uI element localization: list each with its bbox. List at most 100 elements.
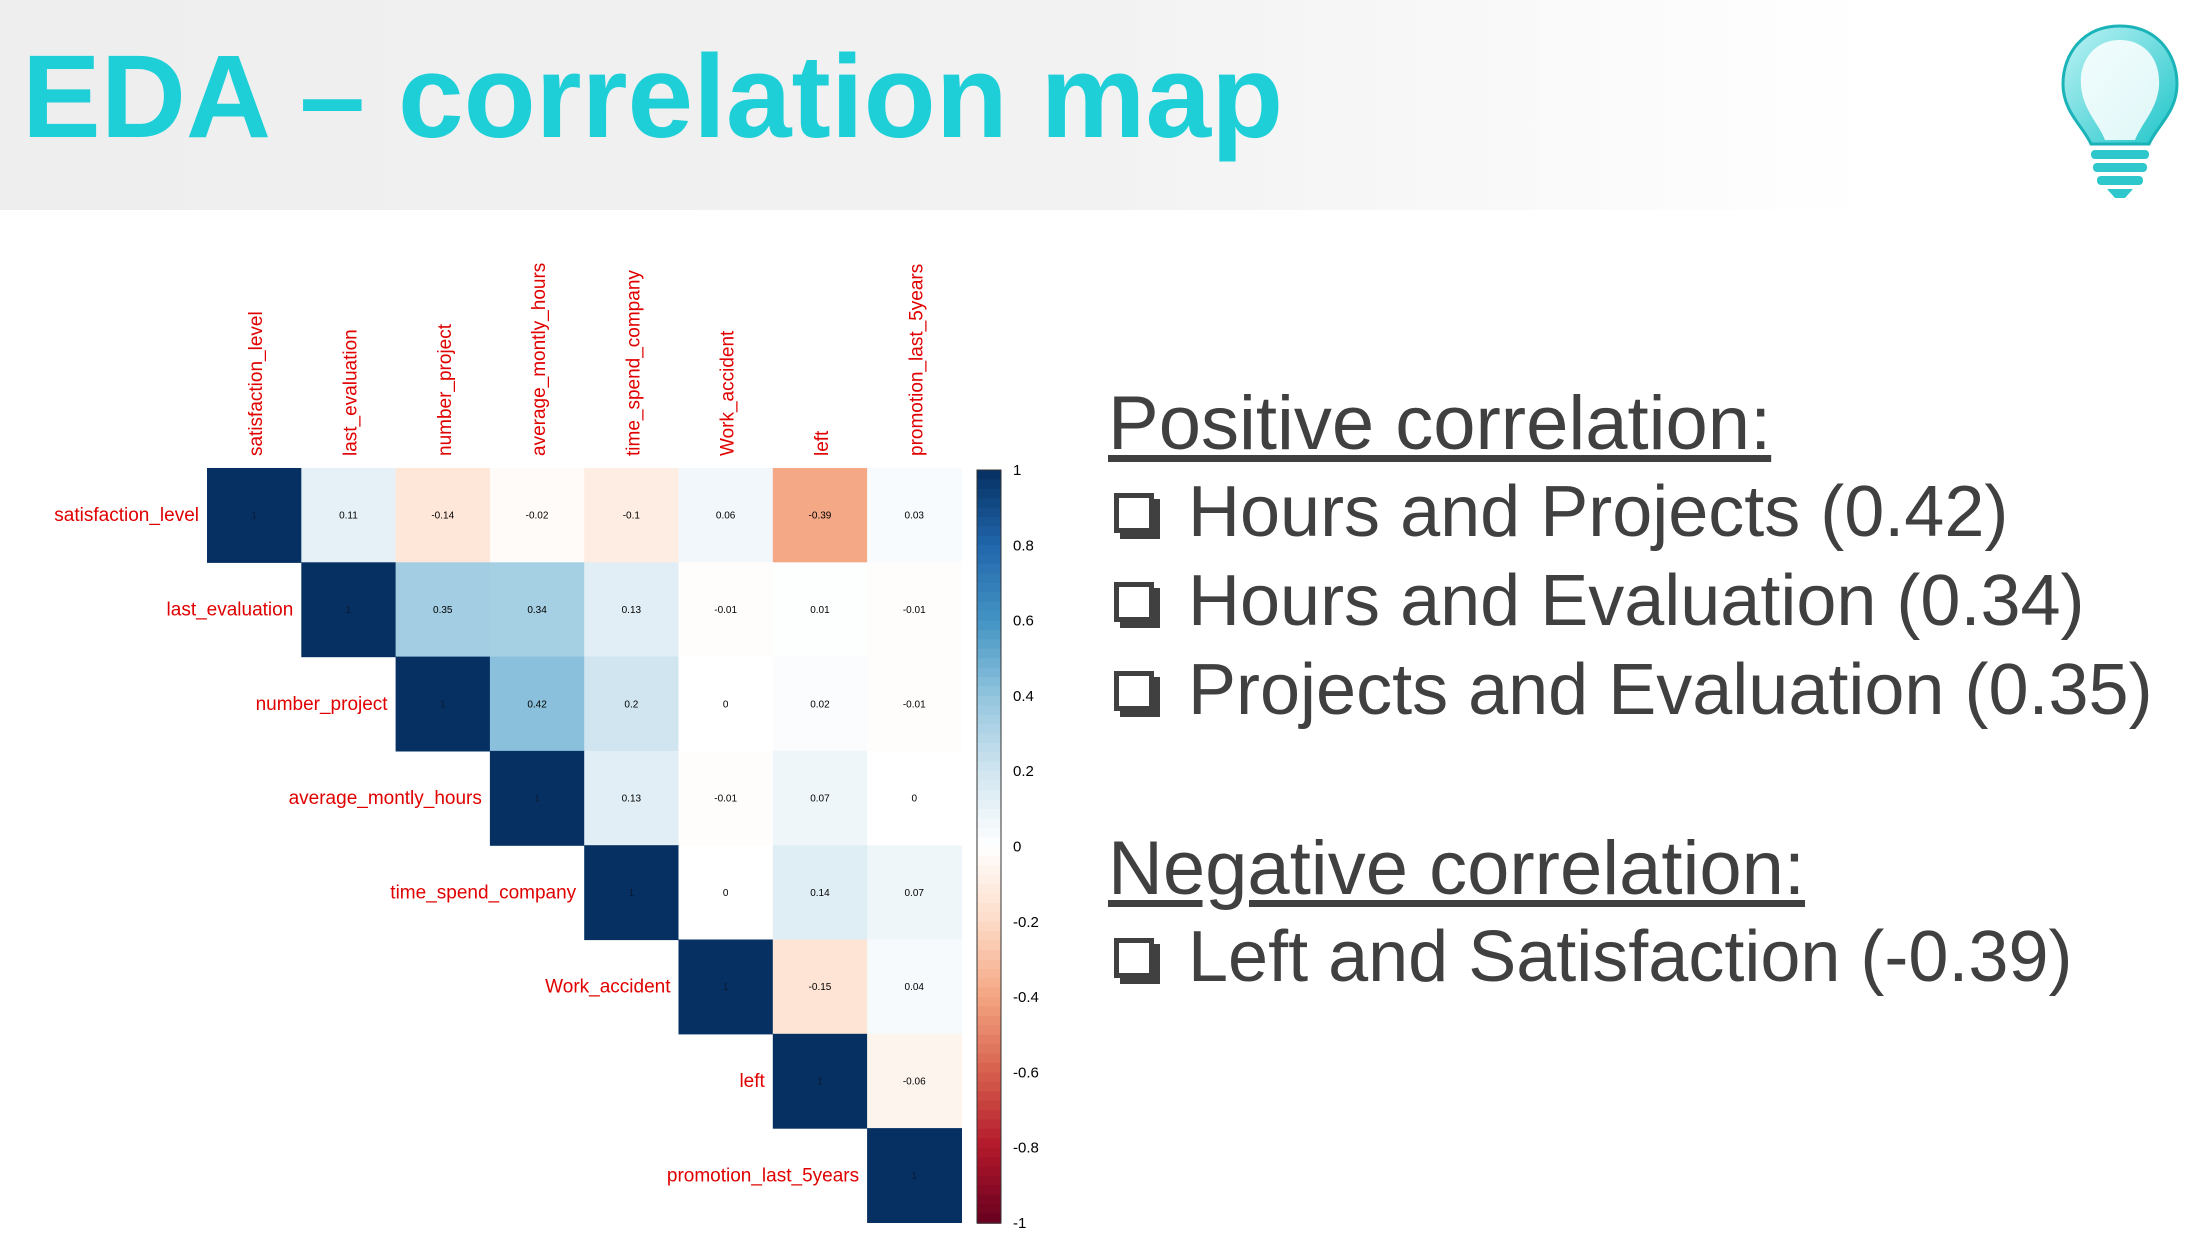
heatmap-cell (772, 845, 868, 941)
colorbar-segment (977, 517, 1001, 528)
cell-value-label: 0.13 (622, 794, 642, 805)
colorbar-segment (977, 912, 1001, 923)
cell-value-label: -0.01 (714, 794, 737, 805)
heatmap-cell (301, 468, 397, 563)
colorbar-tick-label: -1 (1013, 1215, 1026, 1232)
colorbar-segment (977, 865, 1001, 876)
heatmap-cell (678, 939, 774, 1035)
heatmap-cell (867, 750, 962, 846)
colorbar-segment (977, 1053, 1001, 1064)
row-label: satisfaction_level (54, 505, 199, 526)
heatmap-cell (867, 1033, 962, 1129)
heatmap-cell (867, 845, 962, 941)
cell-value-label: 0.03 (905, 511, 925, 522)
cell-value-label: 0.35 (433, 605, 453, 616)
heatmap-cell (867, 939, 962, 1035)
heatmap-cell (678, 562, 774, 658)
heatmap-cell (489, 656, 585, 752)
colorbar-segment (977, 742, 1001, 754)
heatmap-cell (867, 562, 962, 658)
colorbar-segment (977, 1091, 1001, 1102)
colorbar-segment (977, 790, 1001, 801)
positive-item: Hours and Evaluation (0.34) (1108, 557, 2198, 646)
colorbar-segment (977, 855, 1001, 867)
colorbar-segment (977, 592, 1001, 603)
cell-value-label: 1 (629, 888, 635, 899)
colorbar-segment (977, 526, 1001, 537)
colorbar-segment (977, 573, 1001, 584)
cell-value-label: 0.07 (810, 794, 830, 805)
colorbar-segment (977, 799, 1001, 810)
row-label: time_spend_company (390, 882, 576, 903)
heatmap-cell (867, 1128, 962, 1223)
colorbar-segment (977, 950, 1001, 961)
heatmap-cell (867, 656, 962, 752)
colorbar-segment (977, 1194, 1001, 1205)
cell-value-label: -0.01 (714, 605, 737, 616)
colorbar-segment (977, 667, 1001, 678)
heatmap-cell (489, 750, 585, 846)
positive-item: Hours and Projects (0.42) (1108, 468, 2198, 557)
colorbar-segment (977, 978, 1001, 989)
heatmap-cell (395, 656, 491, 752)
colorbar-segment (977, 1081, 1001, 1093)
colorbar-segment (977, 488, 1001, 500)
colorbar-segment (977, 1157, 1001, 1168)
colorbar-segment (977, 470, 1001, 481)
colorbar-segment (977, 648, 1001, 660)
heatmap-cell (772, 750, 868, 846)
colorbar-segment (977, 827, 1001, 838)
cell-value-label: 0.34 (527, 605, 547, 616)
checkbox-icon (1114, 937, 1154, 978)
colorbar-segment (977, 677, 1001, 688)
colorbar-segment (977, 535, 1001, 547)
colorbar-segment (977, 498, 1001, 509)
cell-value-label: -0.1 (623, 511, 641, 522)
positive-correlation-heading: Positive correlation: (1108, 381, 1772, 466)
heatmap-cell (584, 468, 680, 563)
negative-correlation-heading: Negative correlation: (1108, 826, 1806, 911)
colorbar-segment (977, 507, 1001, 518)
colorbar-segment (977, 695, 1001, 707)
column-label: Work_accident (718, 330, 739, 456)
colorbar-segment (977, 1100, 1001, 1111)
colorbar-tick-label: -0.2 (1013, 914, 1039, 931)
cell-value-label: 0 (723, 699, 729, 710)
cell-value-label: 0.2 (624, 699, 638, 710)
colorbar-segment (977, 921, 1001, 933)
colorbar-segment (977, 959, 1001, 970)
colorbar-segment (977, 611, 1001, 622)
heatmap-cell (584, 562, 680, 658)
cell-value-label: 1 (911, 1171, 917, 1182)
colorbar-segment (977, 940, 1001, 951)
heatmap-cell (678, 468, 774, 563)
heatmap-cell (489, 468, 585, 563)
column-label: last_evaluation (340, 329, 361, 456)
checkbox-icon (1114, 492, 1154, 533)
colorbar-segment (977, 714, 1001, 725)
colorbar-segment (977, 1025, 1001, 1036)
colorbar-segment (977, 997, 1001, 1008)
colorbar-segment (977, 620, 1001, 631)
cell-value-label: -0.02 (526, 511, 549, 522)
colorbar-tick-label: -0.6 (1013, 1064, 1039, 1081)
colorbar-segment (977, 733, 1001, 744)
cell-value-label: 0.04 (905, 982, 925, 993)
colorbar-segment (977, 564, 1001, 575)
column-label: number_project (435, 323, 456, 456)
heatmap-cell (301, 562, 397, 658)
page-title: EDA – correlation map (22, 31, 1284, 163)
heatmap-cell (772, 468, 868, 563)
colorbar-segment (977, 1062, 1001, 1074)
heatmap-cell (489, 562, 585, 658)
colorbar-segment (977, 818, 1001, 829)
colorbar-tick-label: 0 (1013, 839, 1021, 856)
colorbar-segment (977, 1204, 1001, 1215)
heatmap-cell (867, 468, 962, 563)
colorbar-segment (977, 705, 1001, 716)
heatmap-cell (678, 656, 774, 752)
cell-value-label: -0.01 (903, 699, 926, 710)
colorbar-segment (977, 1110, 1001, 1121)
positive-item-text: Projects and Evaluation (0.35) (1188, 650, 2153, 730)
colorbar-tick-label: -0.4 (1013, 989, 1039, 1006)
